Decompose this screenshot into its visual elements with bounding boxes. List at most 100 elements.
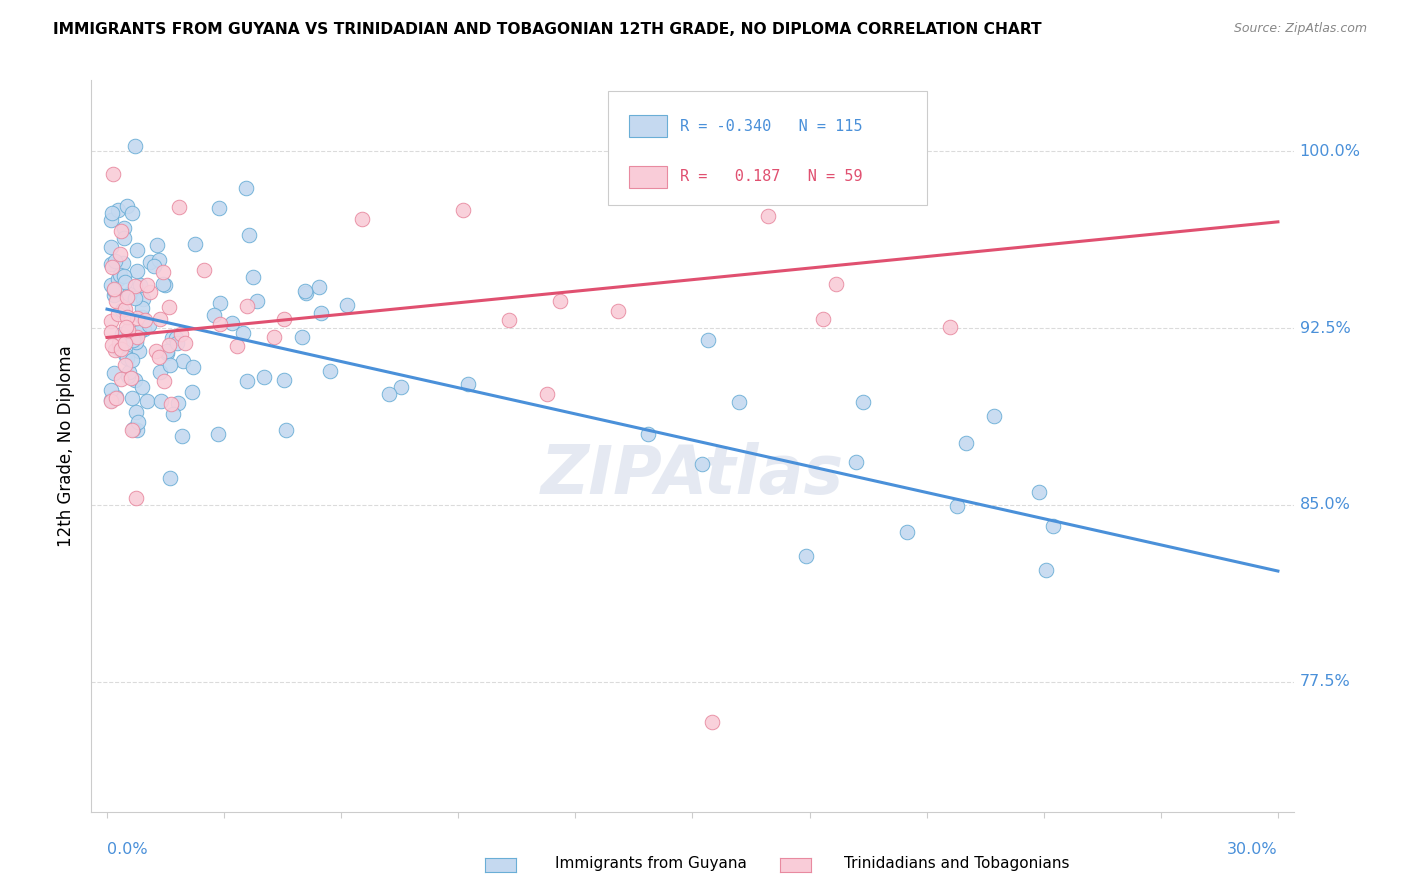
Point bbox=[107, 272, 129, 286]
Point bbox=[690, 457, 713, 471]
Point bbox=[149, 312, 172, 326]
Text: 30.0%: 30.0% bbox=[1227, 842, 1278, 857]
Point bbox=[112, 221, 135, 235]
Point bbox=[319, 364, 342, 378]
Point bbox=[100, 338, 122, 352]
Point bbox=[157, 338, 180, 352]
Point bbox=[117, 323, 139, 337]
Point bbox=[263, 330, 285, 344]
Point bbox=[146, 238, 169, 252]
Point bbox=[236, 374, 259, 388]
Text: R =   0.187   N = 59: R = 0.187 N = 59 bbox=[681, 169, 863, 185]
Point bbox=[104, 253, 127, 268]
Y-axis label: 12th Grade, No Diploma: 12th Grade, No Diploma bbox=[58, 345, 76, 547]
Point bbox=[550, 294, 572, 309]
Point bbox=[156, 346, 179, 360]
Point bbox=[114, 358, 136, 372]
Point bbox=[170, 429, 193, 443]
Point bbox=[105, 390, 128, 404]
Point bbox=[114, 276, 136, 290]
Point bbox=[295, 285, 318, 300]
Point bbox=[166, 336, 188, 351]
Point bbox=[128, 325, 150, 339]
Point bbox=[115, 319, 138, 334]
Point bbox=[152, 265, 174, 279]
Point bbox=[246, 293, 269, 308]
Point bbox=[273, 373, 295, 387]
Text: R = -0.340   N = 115: R = -0.340 N = 115 bbox=[681, 119, 863, 134]
Point bbox=[131, 380, 153, 394]
Point bbox=[100, 240, 122, 254]
Point bbox=[153, 374, 176, 388]
Point bbox=[160, 397, 183, 411]
Point bbox=[121, 205, 143, 219]
Point bbox=[124, 292, 146, 306]
Point bbox=[107, 203, 129, 218]
Point bbox=[153, 278, 176, 293]
Point bbox=[117, 290, 139, 304]
Point bbox=[149, 393, 172, 408]
Point bbox=[207, 426, 229, 441]
Point bbox=[794, 549, 817, 564]
Point bbox=[124, 278, 146, 293]
Point bbox=[100, 277, 122, 292]
Point bbox=[107, 307, 129, 321]
Text: Trinidadians and Tobagonians: Trinidadians and Tobagonians bbox=[844, 856, 1069, 871]
Point bbox=[125, 334, 148, 349]
Text: 85.0%: 85.0% bbox=[1299, 498, 1350, 513]
Point bbox=[104, 391, 127, 405]
Point bbox=[165, 331, 187, 345]
Bar bbox=[628, 115, 668, 137]
Point bbox=[253, 369, 276, 384]
Point bbox=[451, 202, 474, 217]
Point bbox=[118, 325, 141, 339]
Point bbox=[127, 330, 149, 344]
Point bbox=[111, 326, 134, 341]
Point bbox=[389, 379, 412, 393]
Point bbox=[114, 301, 136, 316]
Point bbox=[350, 211, 373, 226]
Point bbox=[159, 358, 181, 372]
Point bbox=[308, 280, 330, 294]
Point bbox=[174, 335, 197, 350]
Point bbox=[160, 331, 183, 345]
Point bbox=[134, 312, 156, 326]
Point bbox=[131, 310, 153, 324]
Point bbox=[155, 344, 177, 359]
Point bbox=[115, 351, 138, 365]
Point bbox=[148, 252, 170, 267]
Point bbox=[238, 227, 260, 242]
Point bbox=[1035, 563, 1057, 577]
Point bbox=[157, 300, 180, 314]
Point bbox=[100, 206, 122, 220]
Point bbox=[294, 284, 316, 298]
Point bbox=[697, 333, 720, 347]
Point bbox=[273, 311, 295, 326]
Point bbox=[125, 264, 148, 278]
Point bbox=[100, 393, 122, 408]
Point bbox=[170, 326, 193, 341]
Point bbox=[128, 277, 150, 292]
Point bbox=[121, 391, 143, 405]
Point bbox=[115, 310, 138, 324]
Point bbox=[1028, 485, 1050, 500]
Point bbox=[117, 199, 139, 213]
Point bbox=[946, 499, 969, 513]
Point bbox=[145, 343, 167, 358]
Point bbox=[110, 343, 132, 357]
Point bbox=[103, 367, 125, 381]
Point bbox=[209, 318, 232, 332]
Point bbox=[152, 277, 174, 291]
Point bbox=[536, 386, 558, 401]
Point bbox=[132, 292, 155, 306]
Point bbox=[236, 299, 259, 313]
Point bbox=[143, 259, 166, 273]
Point bbox=[136, 277, 159, 292]
Point bbox=[184, 236, 207, 251]
Text: 100.0%: 100.0% bbox=[1299, 144, 1361, 159]
Point bbox=[124, 139, 146, 153]
Point bbox=[117, 368, 139, 383]
Point bbox=[149, 366, 172, 380]
Point bbox=[118, 287, 141, 301]
Point bbox=[202, 308, 225, 322]
